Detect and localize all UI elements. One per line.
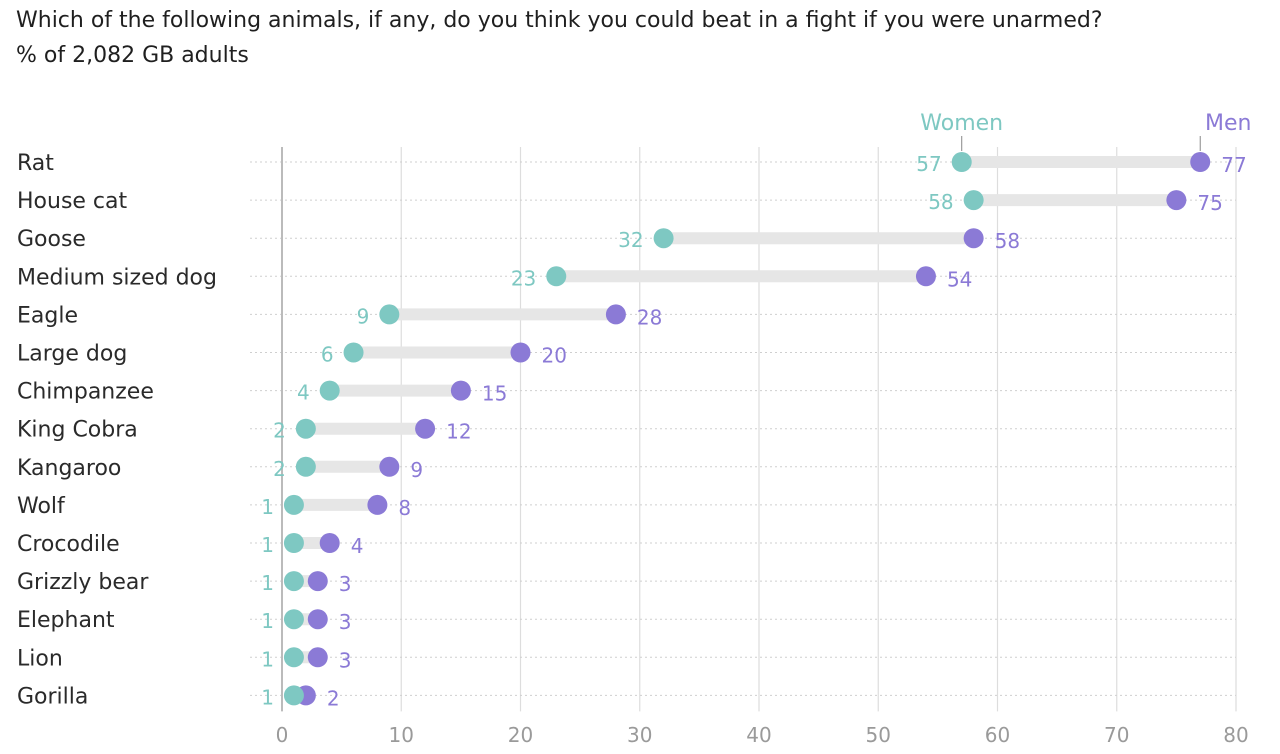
women-value-label: 2 [273,457,286,481]
women-point [283,571,304,592]
category-label: Elephant [17,608,115,633]
men-value-label: 3 [339,572,352,596]
women-value-label: 9 [357,304,370,328]
x-tick-label: 20 [508,723,533,747]
legend-women: Women [920,111,1003,136]
category-label: Grizzly bear [17,570,149,595]
men-value-label: 3 [339,610,352,634]
category-label: Eagle [17,303,78,328]
men-point [307,647,328,668]
x-tick-label: 80 [1223,723,1248,747]
women-point [283,685,304,706]
category-label: Medium sized dog [17,265,217,290]
women-value-label: 23 [511,266,536,290]
men-value-label: 3 [339,648,352,672]
legend-men: Men [1205,111,1251,136]
women-value-label: 6 [321,343,334,367]
x-tick-label: 10 [389,723,414,747]
women-point [951,152,972,172]
women-value-label: 2 [273,419,286,443]
category-label: Crocodile [17,532,120,557]
women-point [546,266,567,287]
men-point [367,494,388,515]
men-point [1190,152,1211,172]
women-value-label: 58 [928,190,953,214]
men-point [450,380,471,401]
women-value-label: 1 [261,685,274,709]
women-point [283,494,304,515]
women-point [295,418,316,439]
men-point [319,533,340,553]
category-label: Kangaroo [17,456,121,481]
women-point [283,609,304,630]
women-point [319,380,340,401]
men-value-label: 12 [446,420,471,444]
x-tick-label: 0 [276,723,289,747]
x-tick-label: 40 [746,723,771,747]
x-tick-label: 70 [1104,723,1129,747]
men-value-label: 77 [1221,153,1246,177]
women-point [295,456,316,477]
women-value-label: 1 [261,571,274,595]
men-point [307,609,328,630]
women-value-label: 4 [297,381,310,405]
category-label: House cat [17,189,128,214]
category-label: Chimpanzee [17,380,154,405]
men-value-label: 2 [327,686,340,710]
men-point [510,342,531,363]
chart-subtitle: % of 2,082 GB adults [16,43,249,68]
men-value-label: 28 [637,305,662,329]
men-value-label: 4 [351,534,364,558]
x-tick-label: 50 [866,723,891,747]
men-value-label: 9 [410,458,423,482]
women-value-label: 1 [261,647,274,671]
category-label: Large dog [17,342,127,367]
women-point [343,342,364,363]
women-point [963,190,984,211]
men-value-label: 20 [542,344,567,368]
women-point [283,647,304,668]
men-value-label: 8 [398,496,411,520]
chart-title: Which of the following animals, if any, … [16,8,1103,33]
men-value-label: 75 [1197,191,1222,215]
women-value-label: 1 [261,495,274,519]
men-value-label: 58 [995,229,1020,253]
women-value-label: 32 [618,228,643,252]
x-tick-label: 30 [627,723,652,747]
women-value-label: 1 [261,609,274,633]
category-label: Wolf [17,494,66,519]
men-point [379,456,400,477]
category-label: Gorilla [17,684,88,709]
women-value-label: 57 [916,152,941,176]
category-label: Lion [17,646,63,671]
men-value-label: 54 [947,267,972,291]
men-point [415,418,436,439]
women-value-label: 1 [261,533,274,557]
women-point [283,533,304,553]
men-point [915,266,936,287]
category-label: Rat [17,151,54,176]
category-label: Goose [17,227,86,252]
x-tick-label: 60 [985,723,1010,747]
men-point [963,228,984,249]
men-value-label: 15 [482,382,507,406]
women-point [653,228,674,249]
category-label: King Cobra [17,418,138,443]
men-point [605,304,626,325]
women-point [379,304,400,325]
men-point [1166,190,1187,211]
men-point [307,571,328,592]
